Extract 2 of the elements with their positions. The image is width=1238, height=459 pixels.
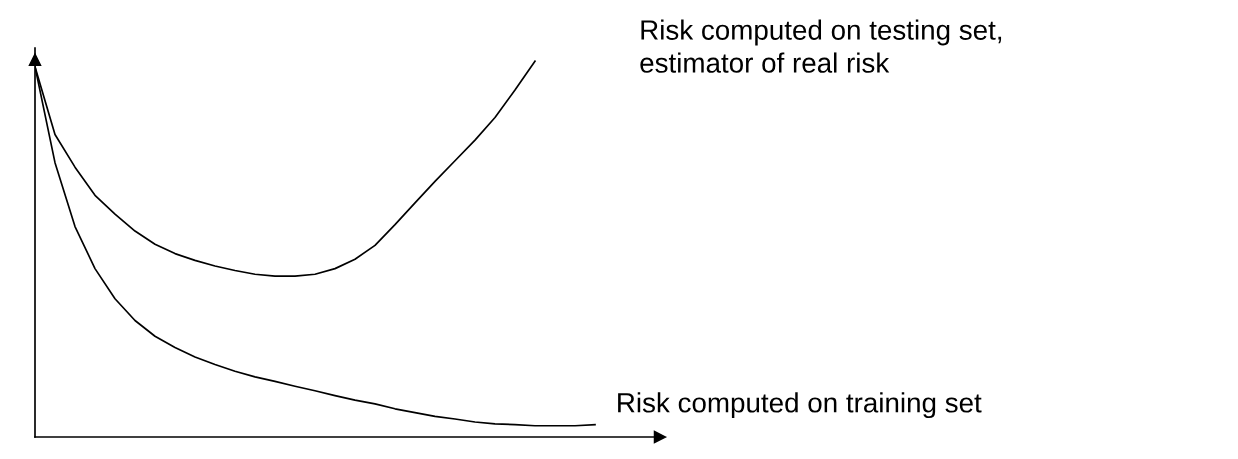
series-label: Risk computed on training set [618,392,982,419]
text: Risk computed on testing set, estimator of real risk [640,19,1002,73]
